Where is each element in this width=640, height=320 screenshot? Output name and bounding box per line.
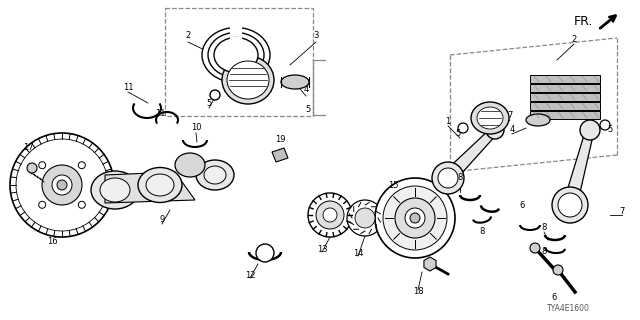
Circle shape (410, 213, 420, 223)
Text: 2: 2 (572, 36, 577, 44)
Ellipse shape (471, 102, 509, 134)
Ellipse shape (202, 28, 270, 83)
Text: 16: 16 (47, 237, 58, 246)
Circle shape (553, 265, 563, 275)
Circle shape (405, 208, 425, 228)
Text: 4: 4 (303, 85, 308, 94)
Ellipse shape (214, 37, 258, 73)
Circle shape (432, 162, 464, 194)
Text: 13: 13 (317, 245, 327, 254)
Text: 8: 8 (541, 247, 547, 257)
Polygon shape (424, 257, 436, 271)
Text: 18: 18 (413, 287, 423, 297)
Ellipse shape (146, 174, 174, 196)
Text: 15: 15 (388, 181, 398, 190)
Circle shape (530, 243, 540, 253)
Ellipse shape (138, 167, 182, 203)
Circle shape (42, 165, 82, 205)
Text: 2: 2 (186, 31, 191, 41)
Circle shape (600, 120, 610, 130)
Text: 5: 5 (456, 129, 461, 138)
Text: FR.: FR. (573, 15, 593, 28)
Circle shape (552, 187, 588, 223)
Text: 5: 5 (305, 106, 310, 115)
Circle shape (27, 163, 37, 173)
Polygon shape (105, 172, 195, 203)
Circle shape (355, 208, 375, 228)
Circle shape (16, 139, 108, 231)
Text: TYA4E1600: TYA4E1600 (547, 304, 590, 313)
Circle shape (256, 244, 274, 262)
Circle shape (395, 198, 435, 238)
Ellipse shape (227, 61, 269, 99)
Bar (165, 8, 313, 116)
Circle shape (52, 175, 72, 195)
Circle shape (458, 123, 468, 133)
Ellipse shape (91, 171, 139, 209)
Text: 10: 10 (191, 124, 201, 132)
Text: 11: 11 (123, 84, 133, 92)
Circle shape (10, 133, 114, 237)
Text: 6: 6 (519, 202, 525, 211)
Bar (530, 102, 600, 110)
Text: 7: 7 (620, 207, 625, 217)
Circle shape (316, 201, 344, 229)
Ellipse shape (204, 166, 226, 184)
Ellipse shape (477, 107, 503, 129)
Polygon shape (443, 127, 498, 183)
Circle shape (375, 178, 455, 258)
Polygon shape (563, 129, 594, 207)
Circle shape (438, 168, 458, 188)
Text: 7: 7 (508, 111, 513, 121)
Text: 19: 19 (275, 135, 285, 145)
Text: 9: 9 (159, 215, 164, 225)
Circle shape (347, 200, 383, 236)
Circle shape (210, 90, 220, 100)
Circle shape (57, 180, 67, 190)
Text: 3: 3 (314, 31, 319, 41)
Circle shape (558, 193, 582, 217)
Text: 5: 5 (206, 100, 212, 108)
Ellipse shape (222, 56, 274, 104)
Bar (530, 75, 600, 83)
Circle shape (323, 208, 337, 222)
Ellipse shape (281, 75, 309, 89)
Circle shape (486, 121, 504, 139)
Ellipse shape (526, 114, 550, 126)
Text: 5: 5 (607, 125, 612, 134)
Bar (530, 84, 600, 92)
Text: 11: 11 (155, 108, 165, 117)
Circle shape (38, 162, 45, 169)
Circle shape (580, 120, 600, 140)
Ellipse shape (100, 178, 130, 202)
Text: 8: 8 (479, 228, 484, 236)
Text: 4: 4 (509, 125, 515, 134)
Circle shape (308, 193, 352, 237)
Polygon shape (272, 148, 288, 162)
Ellipse shape (175, 153, 205, 177)
Circle shape (78, 201, 85, 208)
Circle shape (78, 162, 85, 169)
Text: 12: 12 (244, 271, 255, 281)
Text: 8: 8 (541, 223, 547, 233)
Circle shape (383, 186, 447, 250)
Ellipse shape (196, 160, 234, 190)
Bar (530, 93, 600, 101)
Circle shape (38, 201, 45, 208)
Text: 1: 1 (445, 117, 451, 126)
Text: 17: 17 (22, 143, 33, 153)
Bar (530, 111, 600, 119)
Text: 6: 6 (551, 292, 557, 301)
Ellipse shape (208, 33, 264, 77)
Text: 8: 8 (458, 173, 463, 182)
Text: 14: 14 (353, 250, 364, 259)
